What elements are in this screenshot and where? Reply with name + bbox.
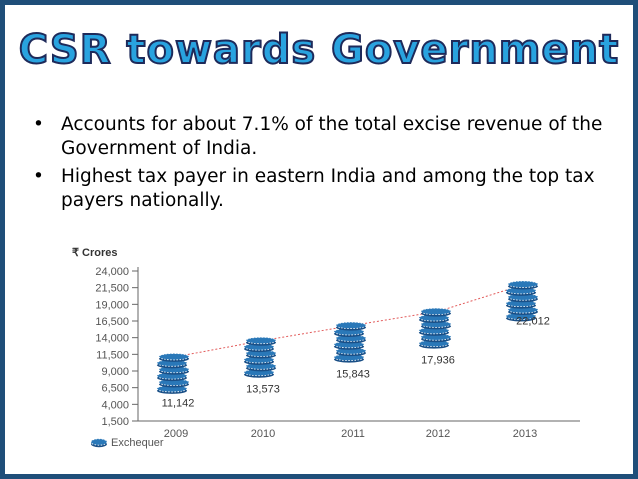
- x-tick-label: 2009: [164, 428, 188, 440]
- coin: [420, 307, 452, 316]
- coin: [507, 280, 539, 288]
- x-tick-label: 2011: [341, 428, 365, 440]
- bullet-dot: •: [33, 166, 44, 187]
- legend-coin-icon: [90, 438, 108, 446]
- x-tick-label: 2010: [251, 428, 275, 440]
- y-tick-label: 4,000: [101, 399, 129, 411]
- legend-label: Exchequer: [111, 437, 164, 449]
- bullet-text: Accounts for about 7.1% of the total exc…: [61, 114, 603, 159]
- coin: [245, 336, 277, 345]
- value-label: 13,573: [246, 384, 280, 396]
- trend-line: [175, 283, 526, 358]
- value-label: 22,012: [516, 315, 550, 327]
- y-tick-label: 16,500: [95, 316, 129, 328]
- coin: [335, 321, 367, 329]
- value-label: 17,936: [421, 354, 455, 366]
- bullet-item: • Accounts for about 7.1% of the total ex…: [33, 113, 613, 161]
- y-tick-label: 14,000: [95, 333, 129, 345]
- y-axis-label: ₹ Crores: [72, 247, 118, 259]
- y-tick-label: 21,500: [95, 283, 129, 295]
- y-tick-label: 11,500: [96, 349, 129, 361]
- coin: [158, 353, 190, 361]
- x-tick-label: 2013: [513, 428, 537, 440]
- x-tick-label: 2012: [426, 428, 450, 440]
- slide-title: CSR towards Government: [18, 26, 620, 74]
- bullet-item: • Highest tax payer in eastern India and …: [33, 165, 613, 213]
- bullet-text: Highest tax payer in eastern India and a…: [61, 166, 595, 211]
- y-tick-label: 6,500: [101, 383, 129, 395]
- value-label: 15,843: [336, 368, 370, 380]
- y-tick-label: 9,000: [101, 366, 129, 378]
- bullet-list: • Accounts for about 7.1% of the total ex…: [33, 113, 613, 217]
- y-tick-label: 24,000: [95, 266, 129, 278]
- bullet-dot: •: [33, 114, 44, 135]
- y-tick-label: 1,500: [101, 416, 129, 428]
- value-label: 11,142: [162, 398, 195, 410]
- y-tick-label: 19,000: [95, 299, 129, 311]
